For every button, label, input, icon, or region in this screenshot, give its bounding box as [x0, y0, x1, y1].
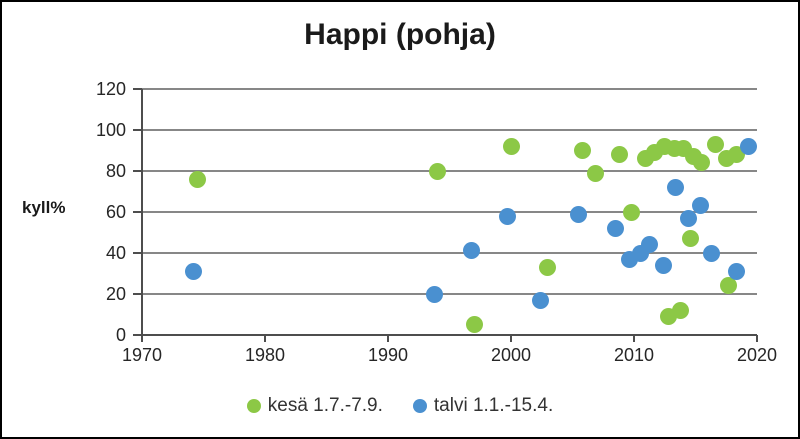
data-point-kesa	[610, 146, 628, 164]
data-point-kesa	[706, 135, 724, 153]
legend-label-talvi: talvi 1.1.-15.4.	[433, 395, 554, 416]
y-tick-100	[133, 129, 142, 131]
data-point-kesa	[428, 162, 446, 180]
y-tick-0	[133, 334, 142, 336]
data-point-kesa	[587, 164, 605, 182]
y-tick-label-20: 20	[105, 284, 126, 304]
x-tick-1980	[264, 335, 266, 342]
data-point-talvi	[667, 178, 685, 196]
y-tick-label-120: 120	[95, 79, 126, 99]
data-point-kesa	[573, 142, 591, 159]
legend-label-kesa: kesä 1.7.-7.9.	[267, 395, 383, 416]
y-tick-label-60: 60	[105, 202, 126, 222]
chart-title: Happi (pohja)	[304, 18, 496, 51]
data-point-talvi	[739, 137, 757, 155]
legend: kesä 1.7.-7.9. talvi 1.1.-15.4.	[2, 395, 798, 417]
legend-item-talvi: talvi 1.1.-15.4.	[412, 395, 554, 417]
x-tick-label-1990: 1990	[367, 345, 409, 365]
gridline-y-100	[142, 129, 757, 131]
y-tick-60	[133, 211, 142, 213]
y-axis-title: kyll%	[22, 198, 66, 217]
data-point-kesa	[693, 154, 711, 172]
data-point-talvi	[641, 236, 659, 254]
data-point-talvi	[655, 256, 673, 274]
y-tick-label-100: 100	[95, 120, 126, 140]
data-point-talvi	[570, 205, 588, 223]
gridline-y-120	[142, 88, 757, 90]
y-tick-120	[133, 88, 142, 90]
legend-item-kesa: kesä 1.7.-7.9.	[246, 395, 383, 417]
x-axis-line	[142, 334, 757, 336]
gridline-y-80	[142, 170, 757, 172]
x-tick-1970	[141, 335, 143, 342]
x-tick-label-2000: 2000	[490, 345, 532, 365]
data-point-kesa	[720, 277, 738, 295]
y-tick-20	[133, 293, 142, 295]
kesa-series-marker-icon	[246, 399, 261, 413]
data-point-talvi	[463, 242, 481, 260]
x-tick-label-1970: 1970	[121, 345, 163, 365]
y-tick-40	[133, 252, 142, 254]
x-tick-label-2020: 2020	[736, 345, 778, 365]
data-point-talvi	[702, 244, 720, 262]
y-tick-label-40: 40	[105, 243, 126, 263]
data-point-talvi	[727, 262, 745, 280]
x-tick-2000	[510, 335, 512, 342]
x-tick-1990	[387, 335, 389, 342]
x-tick-2010	[633, 335, 635, 342]
data-point-talvi	[185, 262, 203, 280]
data-point-kesa	[539, 258, 557, 276]
data-point-kesa	[672, 301, 690, 319]
data-point-kesa	[502, 137, 520, 155]
x-tick-label-1980: 1980	[244, 345, 286, 365]
data-point-talvi	[498, 207, 516, 225]
x-tick-2020	[756, 335, 758, 342]
data-point-kesa	[188, 170, 206, 188]
data-point-talvi	[532, 291, 550, 309]
data-point-kesa	[682, 230, 700, 248]
data-point-talvi	[426, 285, 444, 303]
data-point-kesa	[465, 316, 483, 334]
y-tick-label-0: 0	[115, 325, 126, 345]
gridline-y-20	[142, 293, 757, 295]
y-tick-80	[133, 170, 142, 172]
y-tick-label-80: 80	[105, 161, 126, 181]
data-point-talvi	[607, 219, 625, 237]
x-tick-label-2010: 2010	[613, 345, 655, 365]
gridline-y-40	[142, 252, 757, 254]
talvi-series-marker-icon	[412, 399, 427, 413]
data-point-talvi	[679, 209, 697, 227]
y-axis-line	[141, 89, 143, 335]
data-point-talvi	[691, 197, 709, 215]
gridline-y-60	[142, 211, 757, 213]
data-point-kesa	[623, 203, 641, 221]
